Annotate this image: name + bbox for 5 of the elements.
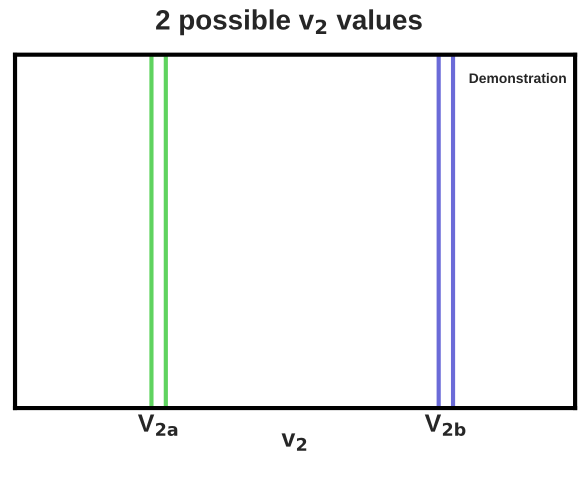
annotation: Demonstration [470,72,566,84]
x-tick-label: V$_{2b}$ [424,414,466,436]
x-tick-label: V$_{2a}$ [138,414,178,436]
chart-title: 2 possible v$_{2}$ values [156,9,422,36]
x-axis-title: v$_{2}$ [282,433,306,451]
